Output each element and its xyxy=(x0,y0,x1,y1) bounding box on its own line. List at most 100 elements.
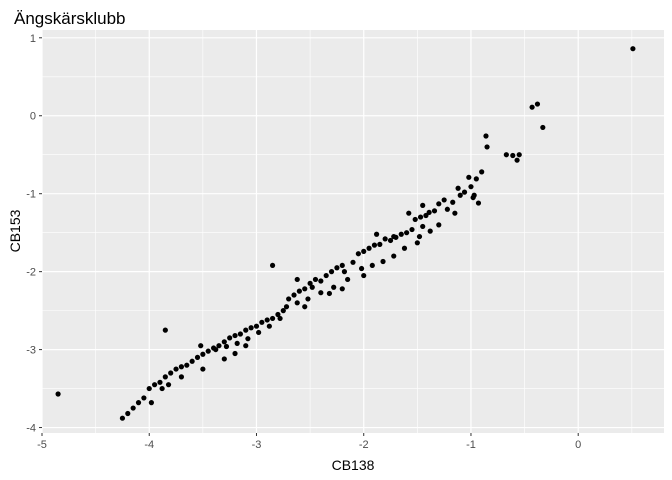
data-point xyxy=(473,176,479,182)
data-point xyxy=(484,144,490,150)
data-point xyxy=(436,222,442,228)
x-tick-label: -2 xyxy=(359,439,369,451)
data-point xyxy=(178,364,185,370)
data-point xyxy=(256,329,262,336)
data-point xyxy=(468,184,474,190)
data-point xyxy=(119,415,126,421)
data-point xyxy=(466,174,472,180)
data-point xyxy=(391,253,397,259)
data-point xyxy=(358,265,365,272)
data-point xyxy=(366,245,372,251)
data-point xyxy=(345,276,351,283)
data-point xyxy=(409,226,415,233)
data-point xyxy=(200,351,206,357)
data-point xyxy=(350,259,356,265)
data-point xyxy=(200,366,206,372)
x-tick-label: -5 xyxy=(37,439,47,451)
data-point xyxy=(291,292,297,298)
data-point xyxy=(534,101,541,107)
data-point xyxy=(221,339,227,345)
data-point xyxy=(55,391,61,397)
y-tick-label: -3 xyxy=(26,345,36,357)
data-point xyxy=(269,315,276,322)
x-axis-title: CB138 xyxy=(332,457,375,473)
data-point xyxy=(391,233,397,240)
data-point xyxy=(302,286,308,292)
data-point xyxy=(426,209,432,216)
chart-title: Ängskärsklubb xyxy=(14,9,126,28)
data-points xyxy=(55,46,636,421)
data-point xyxy=(165,382,172,388)
data-point xyxy=(455,185,461,191)
data-point xyxy=(162,374,168,380)
data-point xyxy=(234,340,240,346)
data-point xyxy=(253,323,260,329)
data-point xyxy=(266,323,272,329)
data-point xyxy=(162,327,168,333)
data-point xyxy=(286,296,292,302)
y-tick-label: -4 xyxy=(26,423,36,435)
data-point xyxy=(194,354,201,360)
data-point xyxy=(223,343,230,350)
data-point xyxy=(305,296,311,302)
data-point xyxy=(441,197,447,203)
x-tick-label: 0 xyxy=(575,439,581,451)
data-point xyxy=(245,336,251,342)
data-point xyxy=(387,237,394,244)
data-point xyxy=(416,233,423,240)
data-point xyxy=(232,332,238,339)
data-point xyxy=(377,241,383,247)
data-point xyxy=(152,382,158,388)
data-point xyxy=(318,278,324,284)
data-point xyxy=(339,286,345,292)
data-point xyxy=(373,231,380,237)
data-point xyxy=(382,236,388,242)
data-point xyxy=(540,124,546,131)
data-point xyxy=(423,212,429,219)
y-tick-label: -2 xyxy=(26,267,36,279)
data-point xyxy=(205,348,211,354)
data-point xyxy=(178,374,185,380)
data-point xyxy=(420,223,426,230)
data-point xyxy=(516,152,522,158)
data-point xyxy=(404,230,410,236)
data-point xyxy=(475,200,482,206)
data-point xyxy=(503,152,509,158)
data-point xyxy=(173,366,179,372)
data-point xyxy=(461,189,468,195)
data-point xyxy=(328,269,335,275)
data-point xyxy=(141,395,147,401)
data-point xyxy=(309,284,315,290)
data-point xyxy=(157,379,163,385)
data-point xyxy=(380,258,386,265)
data-point xyxy=(323,272,329,279)
data-point xyxy=(510,152,516,159)
data-point xyxy=(277,315,283,322)
data-point xyxy=(312,276,319,283)
data-point xyxy=(296,288,302,294)
data-point xyxy=(307,280,313,286)
minor-gridlines xyxy=(42,30,664,433)
data-point xyxy=(414,240,420,246)
data-point xyxy=(361,272,367,279)
data-point xyxy=(275,311,281,318)
data-point xyxy=(452,210,458,216)
data-point xyxy=(216,343,222,349)
data-point xyxy=(420,202,426,208)
y-axis-title: CB153 xyxy=(7,209,23,252)
data-point xyxy=(148,399,154,406)
data-point xyxy=(339,262,345,269)
x-tick-label: -4 xyxy=(144,439,154,451)
major-gridlines xyxy=(41,30,664,433)
data-point xyxy=(184,362,190,368)
data-point xyxy=(125,410,131,417)
data-point xyxy=(302,304,308,310)
data-point xyxy=(227,335,233,341)
data-point xyxy=(189,358,195,364)
data-point xyxy=(280,308,286,314)
data-point xyxy=(198,343,204,349)
data-point xyxy=(483,133,489,139)
data-point xyxy=(248,325,254,331)
data-point xyxy=(326,290,333,297)
